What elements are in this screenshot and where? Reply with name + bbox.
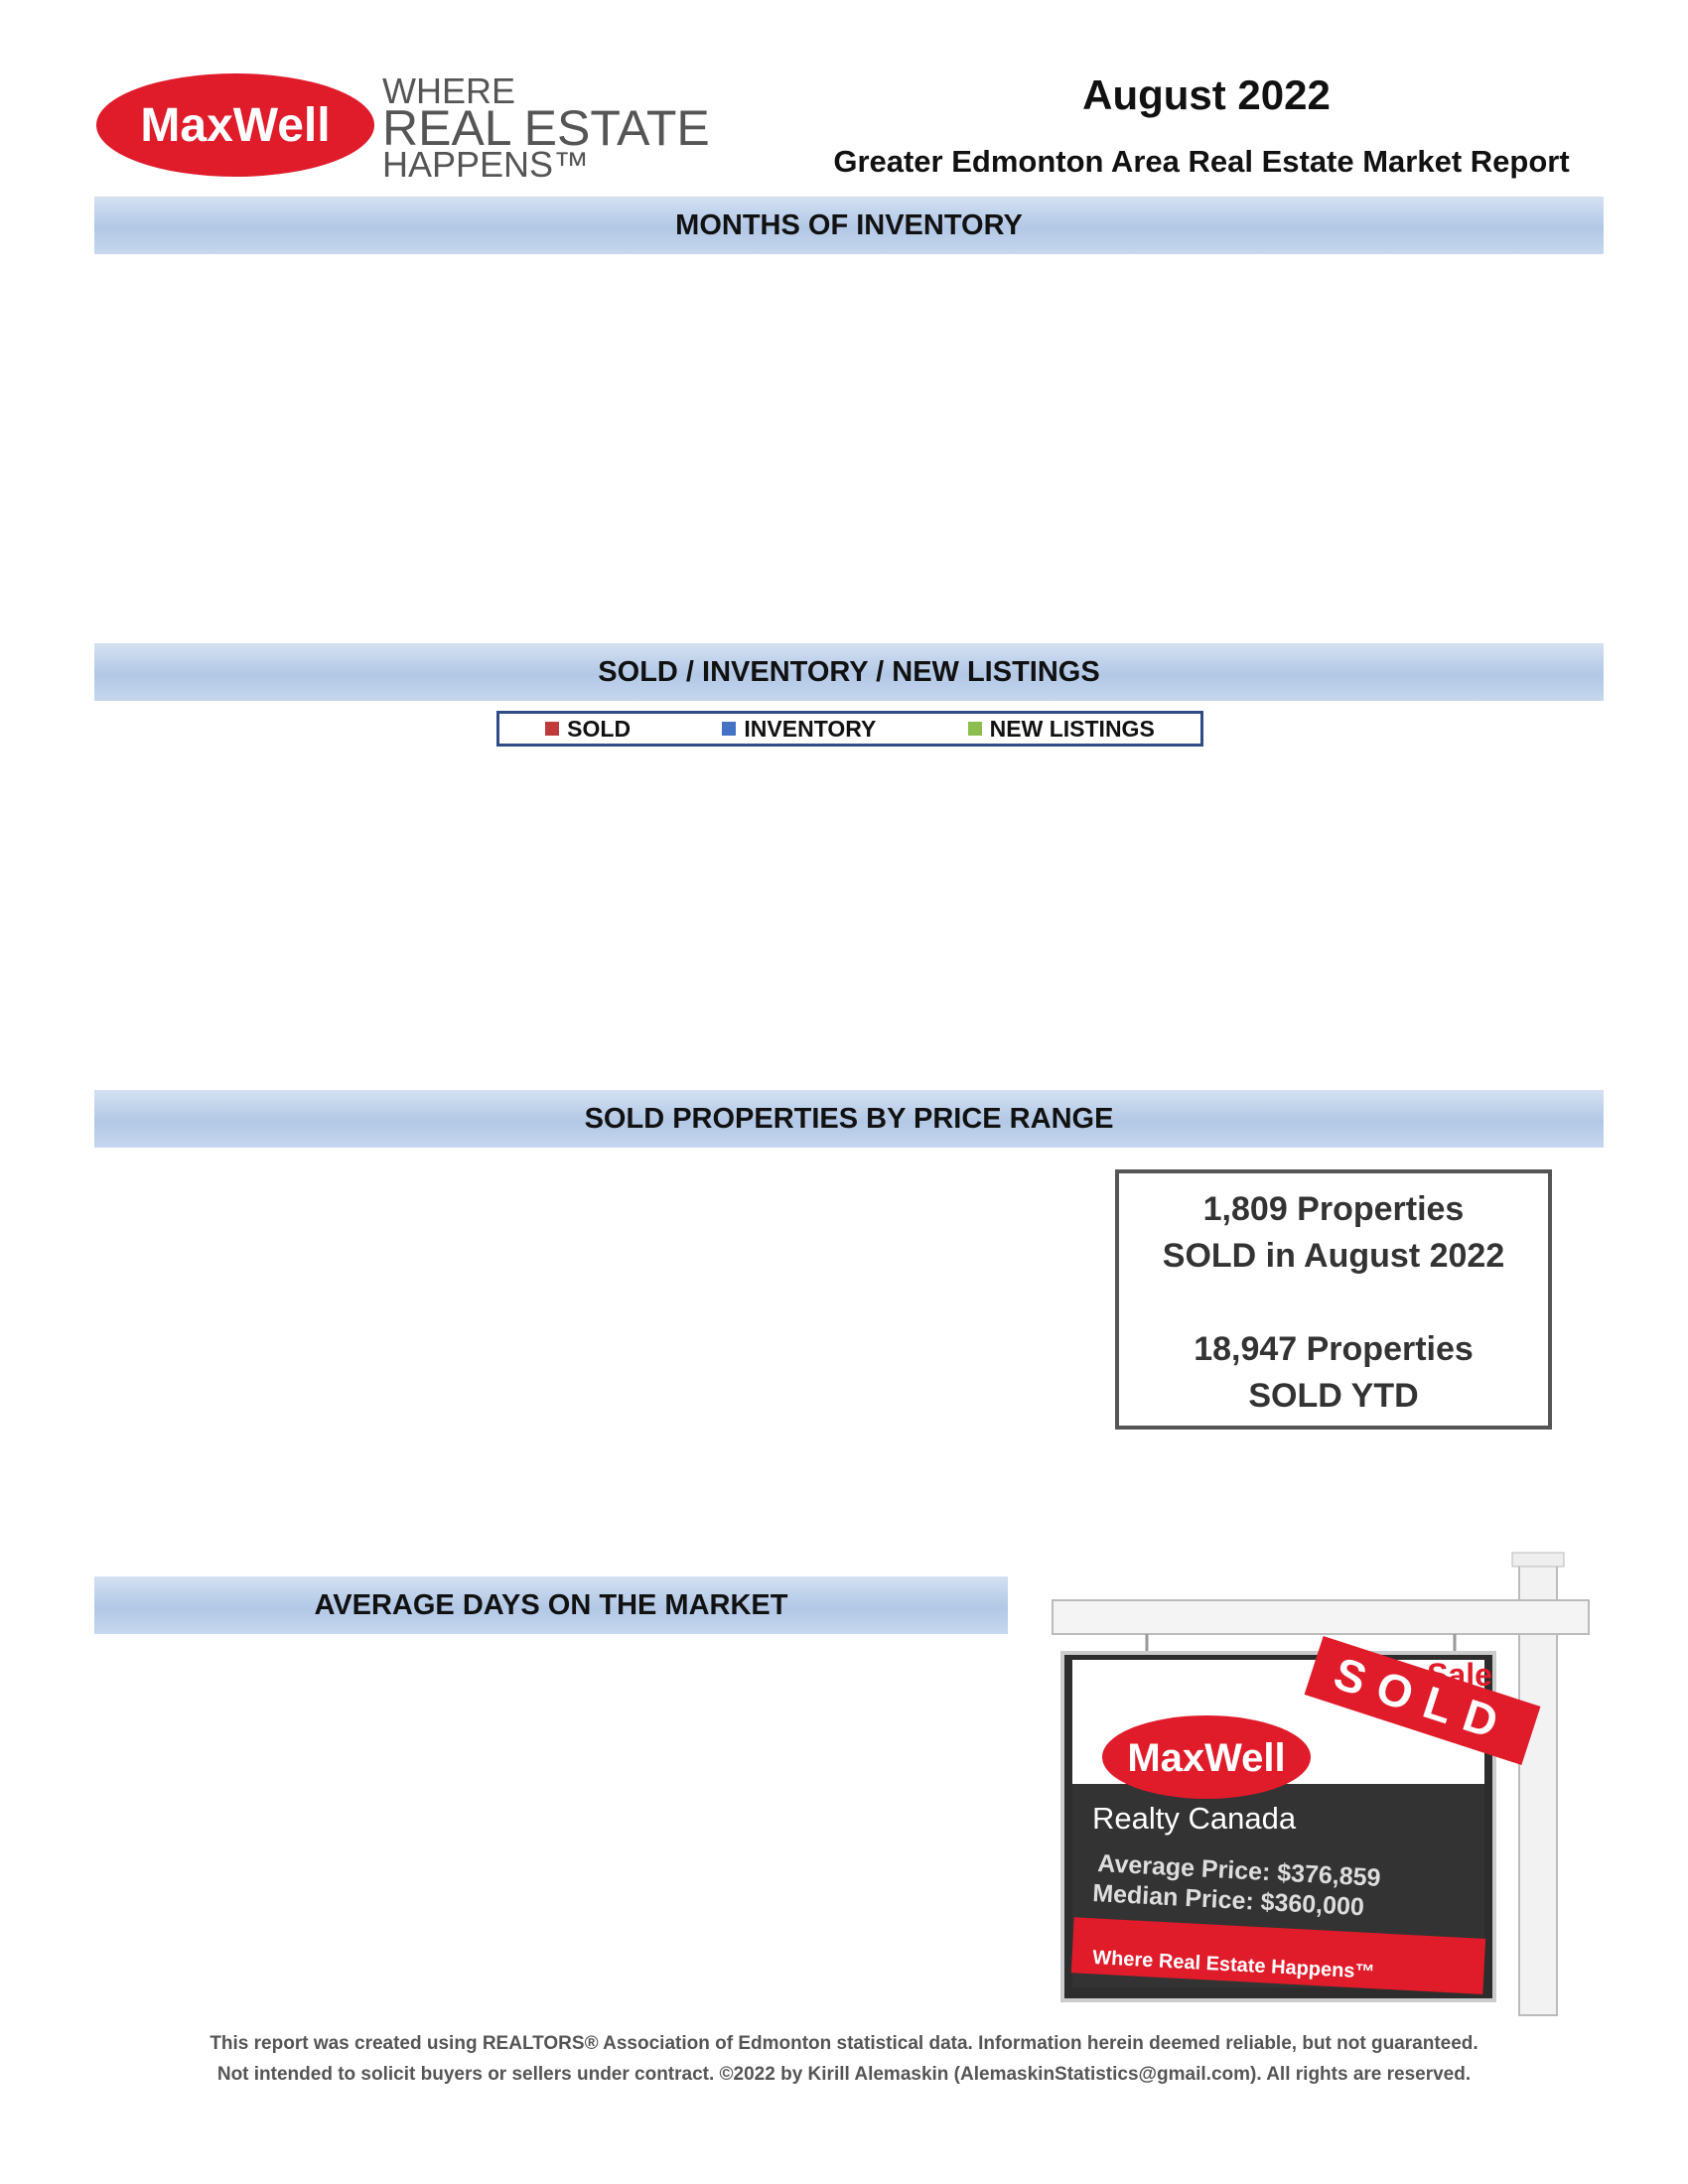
section-title-months: MONTHS OF INVENTORY xyxy=(675,209,1023,241)
summary-line2: SOLD in August 2022 xyxy=(1162,1237,1505,1275)
sold-summary-box: 1,809 Properties SOLD in August 2022 18,… xyxy=(1115,1169,1552,1430)
summary-line3: 18,947 Properties xyxy=(1194,1330,1474,1368)
legend-swatch-sold xyxy=(545,722,560,736)
section-band-days: AVERAGE DAYS ON THE MARKET xyxy=(94,1576,1008,1634)
legend-item-new-listings: NEW LISTINGS xyxy=(967,715,1155,743)
sold-sign-image: SOLD Sale MaxWell Realty Canada Average … xyxy=(1052,1552,1590,2016)
section-title-price-range: SOLD PROPERTIES BY PRICE RANGE xyxy=(584,1103,1114,1135)
gauge xyxy=(94,263,690,591)
section-title-sold-inventory: SOLD / INVENTORY / NEW LISTINGS xyxy=(598,656,1100,688)
legend-item-sold: SOLD xyxy=(545,716,631,743)
logo-text: MaxWell xyxy=(140,99,330,152)
footer-line2: Not intended to solicit buyers or seller… xyxy=(216,2064,1472,2085)
summary-line1: 1,809 Properties xyxy=(1202,1190,1465,1228)
months-of-inventory-chart xyxy=(715,313,1609,630)
sign-sale-text: Sale xyxy=(1427,1657,1492,1693)
legend-label-new-listings: NEW LISTINGS xyxy=(989,715,1155,742)
legend-swatch-inventory xyxy=(722,722,737,736)
legend-label-sold: SOLD xyxy=(567,715,632,742)
sign-brand: MaxWell xyxy=(1127,1736,1285,1780)
legend-item-inventory: INVENTORY xyxy=(722,716,876,743)
report-month: August 2022 xyxy=(1082,71,1331,118)
logo: MaxWell WHERE REAL ESTATE HAPPENS™ xyxy=(96,70,710,185)
legend-label-inventory: INVENTORY xyxy=(744,715,877,742)
section-band-price-range: SOLD PROPERTIES BY PRICE RANGE xyxy=(94,1090,1604,1148)
sign-company: Realty Canada xyxy=(1092,1801,1297,1836)
chart-legend: SOLD INVENTORY NEW LISTINGS xyxy=(496,711,1203,747)
tagline-line2: REAL ESTATE xyxy=(382,100,710,156)
footer-line1: This report was created using REALTORS® … xyxy=(210,2033,1478,2054)
legend-swatch-new-listings xyxy=(967,722,982,736)
summary-line4: SOLD YTD xyxy=(1248,1377,1419,1415)
days-on-market-chart xyxy=(94,1707,1008,2035)
tagline-line1: WHERE xyxy=(382,70,515,111)
section-band-months: MONTHS OF INVENTORY xyxy=(94,197,1604,254)
section-title-days: AVERAGE DAYS ON THE MARKET xyxy=(314,1589,788,1621)
report-title: Greater Edmonton Area Real Estate Market… xyxy=(833,144,1570,179)
tagline-line3: HAPPENS™ xyxy=(382,144,589,185)
sold-inventory-chart xyxy=(94,754,1604,1082)
section-band-sold-inventory: SOLD / INVENTORY / NEW LISTINGS xyxy=(94,643,1604,701)
